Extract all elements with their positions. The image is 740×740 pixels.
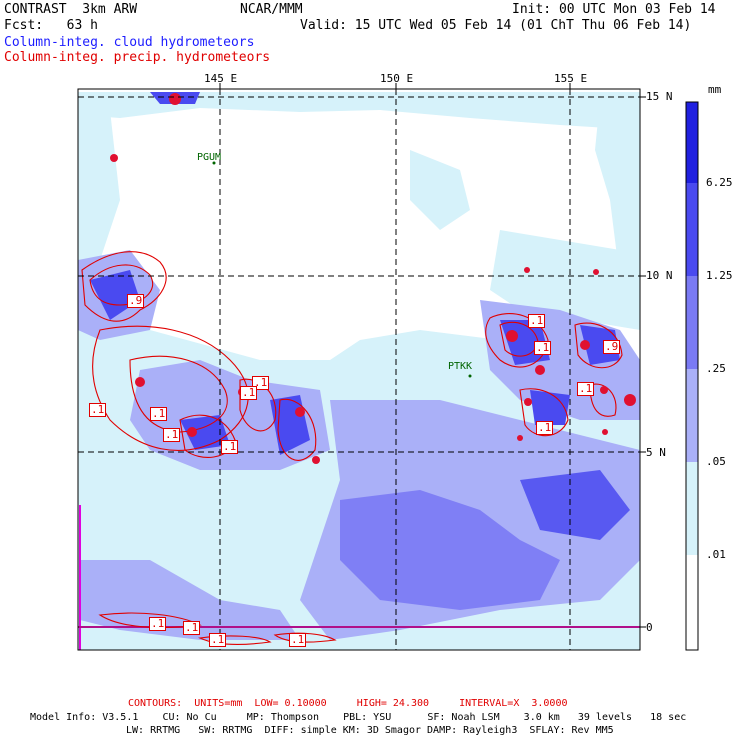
station-ptkk: PTKK [448,361,473,372]
contour-label: .1 [536,421,554,435]
forecast-hour: Fcst: 63 h [4,18,98,33]
contour-label: .1 [149,617,167,631]
colorbar-level-1-25: 1.25 [706,269,733,282]
lon-label-155: 155 E [554,72,588,85]
contour-label: .1 [289,633,307,647]
model-info-line-2: LW: RRTMG SW: RRTMG DIFF: simple KM: 3D … [126,725,614,736]
field-precip-label: Column-integ. precip. hydrometeors [4,50,271,65]
colorbar-level-0-25: .25 [706,362,726,375]
lat-label-10n: 10 N [646,269,673,282]
map-frame [77,88,641,651]
contour-label: .9 [127,294,145,308]
colorbar-level-0-01: .01 [706,548,726,561]
lat-label-15n: 15 N [646,90,673,103]
station-pgum: PGUM [197,152,222,163]
init-time: Init: 00 UTC Mon 03 Feb 14 [512,2,716,17]
field-shading [78,89,640,650]
contour-label: .1 [163,428,181,442]
contour-label: .1 [240,386,258,400]
contour-label: .1 [252,376,270,390]
model-info-line-1: Model Info: V3.5.1 CU: No Cu MP: Thompso… [30,712,687,723]
valid-time: Valid: 15 UTC Wed 05 Feb 14 (01 ChT Thu … [300,18,692,33]
model-title: CONTRAST 3km ARW [4,2,138,17]
center-label: NCAR/MMM [240,2,303,17]
lon-label-145: 145 E [204,72,238,85]
contour-label: .9 [603,340,621,354]
contour-label: .1 [209,633,227,647]
colorbar-unit: mm [708,83,722,96]
contour-label: .1 [534,341,552,355]
lat-label-eq: 0 [646,621,653,634]
colorbar-level-6-25: 6.25 [706,176,733,189]
colorbar-level-0-05: .05 [706,455,726,468]
contour-label: .1 [150,407,168,421]
contour-label: .1 [528,314,546,328]
contours-info: CONTOURS: UNITS=mm LOW= 0.10000 HIGH= 24… [128,698,568,709]
contour-label: .1 [89,403,107,417]
lat-label-5n: 5 N [646,446,666,459]
colorbar [685,101,699,651]
field-cloud-label: Column-integ. cloud hydrometeors [4,35,255,50]
contour-label: .1 [221,440,239,454]
contour-label: .1 [577,382,595,396]
lon-label-150: 150 E [380,72,414,85]
contour-label: .1 [183,621,201,635]
